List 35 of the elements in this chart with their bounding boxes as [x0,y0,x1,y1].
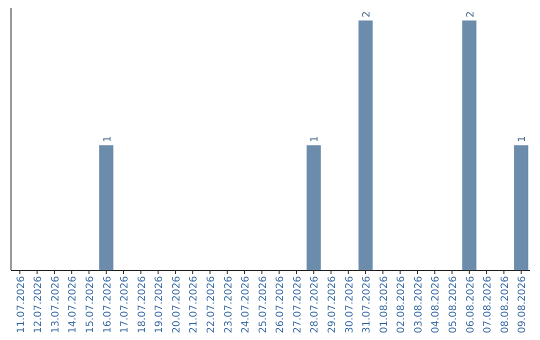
x-tick-label: 28.07.2026 [310,276,321,334]
x-tick-label: 25.07.2026 [258,276,269,334]
x-tick-label: 12.07.2026 [33,276,44,334]
x-tick-label: 08.08.2026 [500,276,511,334]
x-tick-label: 17.07.2026 [120,276,131,334]
x-tick-label: 07.08.2026 [482,276,494,334]
x-tick-label: 20.07.2026 [171,276,182,334]
x-tick-label: 14.07.2026 [68,276,79,334]
x-tick-label: 24.07.2026 [240,276,252,334]
x-tick-label: 26.07.2026 [275,276,286,334]
x-tick-label: 30.07.2026 [344,276,356,334]
x-tick-label: 23.07.2026 [223,276,234,334]
x-tick-label: 31.07.2026 [362,276,373,334]
x-tick-label: 05.08.2026 [448,276,460,334]
x-tick-label: 22.07.2026 [206,276,217,334]
data-label: 2 [362,11,373,18]
data-label: 1 [517,136,528,142]
x-tick-label: 03.08.2026 [413,276,424,334]
x-tick-label: 21.07.2026 [188,276,200,334]
data-label: 2 [465,11,476,18]
x-tick-label: 27.07.2026 [292,276,304,334]
x-tick-label: 29.07.2026 [327,276,338,334]
x-tick-label: 06.08.2026 [465,276,476,334]
x-tick-label: 11.07.2026 [16,276,27,334]
x-tick-label: 18.07.2026 [136,276,148,334]
x-tick-label: 02.08.2026 [396,276,408,334]
x-tick-label: 13.07.2026 [50,276,62,334]
x-tick-label: 01.08.2026 [378,276,390,334]
data-label: 1 [102,136,114,142]
x-tick-label: 04.08.2026 [430,276,442,334]
data-label: 1 [310,136,321,142]
x-tick-label: 19.07.2026 [154,276,166,334]
x-tick-label: 09.08.2026 [517,276,528,334]
x-tick-label: 15.07.2026 [84,276,96,334]
x-tick-label: 16.07.2026 [102,276,114,334]
